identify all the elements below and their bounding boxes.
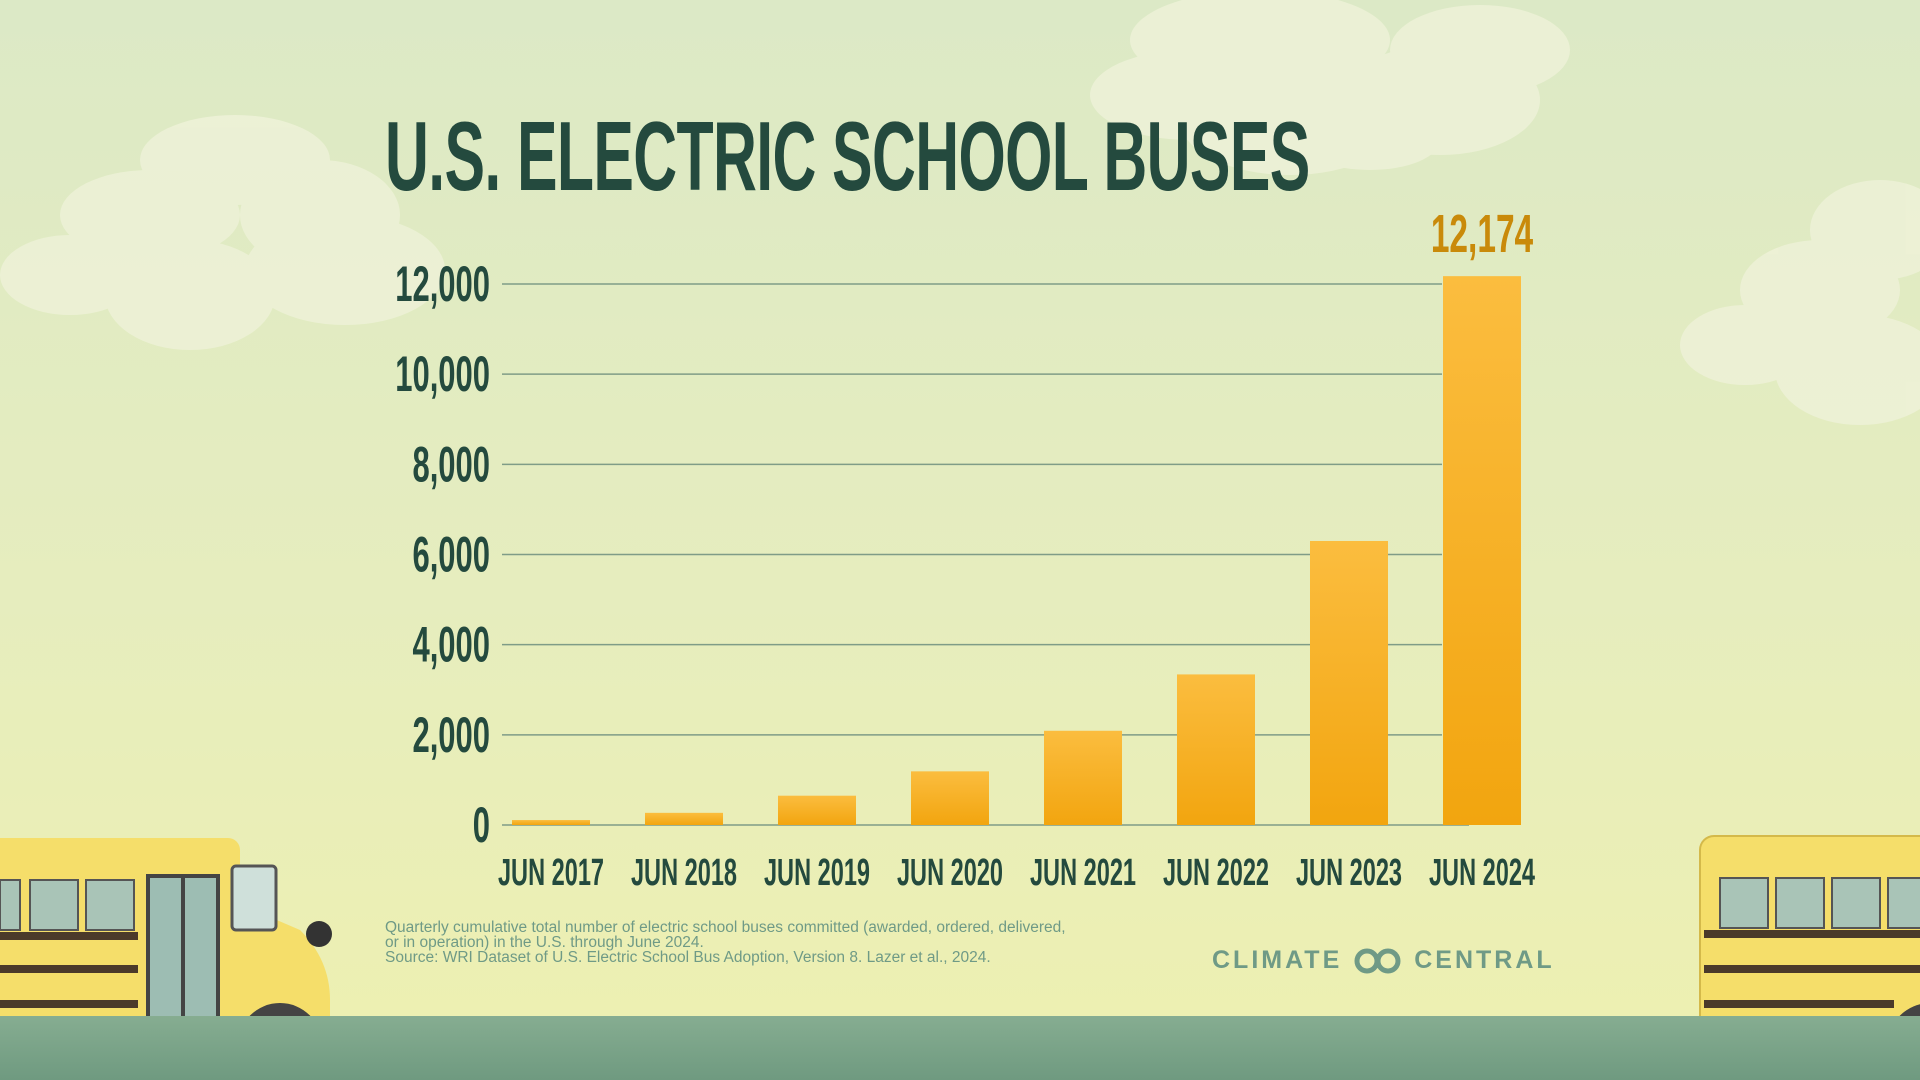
x-tick-label: JUN 2019 (764, 850, 870, 893)
logo-text-left: CLIMATE (1212, 946, 1343, 974)
y-tick-label: 8,000 (412, 436, 490, 492)
y-tick-label: 0 (473, 796, 490, 852)
y-tick-label: 12,000 (395, 255, 490, 311)
data-label: 12,174 (1431, 203, 1533, 264)
x-tick-label: JUN 2021 (1030, 850, 1136, 893)
x-tick-label: JUN 2023 (1296, 850, 1402, 893)
footnote-line-2: or in operation) in the U.S. through Jun… (385, 934, 704, 951)
x-tick-label: JUN 2018 (631, 850, 737, 893)
x-tick-label: JUN 2017 (498, 850, 604, 893)
cloud-top (1090, 0, 1570, 175)
footnote-source: Source: WRI Dataset of U.S. Electric Sch… (385, 949, 991, 966)
ground (0, 1016, 1920, 1080)
bar-jun-2023 (1310, 540, 1388, 825)
x-tick-label: JUN 2022 (1163, 850, 1269, 893)
bar-jun-2024 (1443, 276, 1521, 825)
bar-jun-2017 (512, 820, 590, 825)
bar-jun-2018 (645, 812, 723, 825)
y-tick-label: 10,000 (395, 345, 490, 401)
x-tick-label: JUN 2020 (897, 850, 1003, 893)
cloud-left (0, 115, 445, 350)
y-tick-label: 4,000 (412, 616, 490, 672)
footnote-line-1: Quarterly cumulative total number of ele… (385, 919, 1066, 936)
logo-text-right: CENTRAL (1414, 946, 1555, 974)
cloud-right (1680, 180, 1920, 425)
x-tick-label: JUN 2024 (1429, 850, 1535, 893)
logo-rings-icon (1354, 948, 1401, 973)
bar-jun-2019 (778, 795, 856, 825)
y-tick-label: 6,000 (412, 526, 490, 582)
bar-jun-2020 (911, 771, 989, 825)
footnote: Quarterly cumulative total number of ele… (385, 919, 1205, 966)
climate-central-logo: CLIMATE CENTRAL (1212, 946, 1555, 975)
y-tick-label: 2,000 (412, 706, 490, 762)
chart-title: U.S. ELECTRIC SCHOOL BUSES (385, 101, 1310, 211)
bar-jun-2021 (1044, 730, 1122, 825)
bar-jun-2022 (1177, 674, 1255, 825)
